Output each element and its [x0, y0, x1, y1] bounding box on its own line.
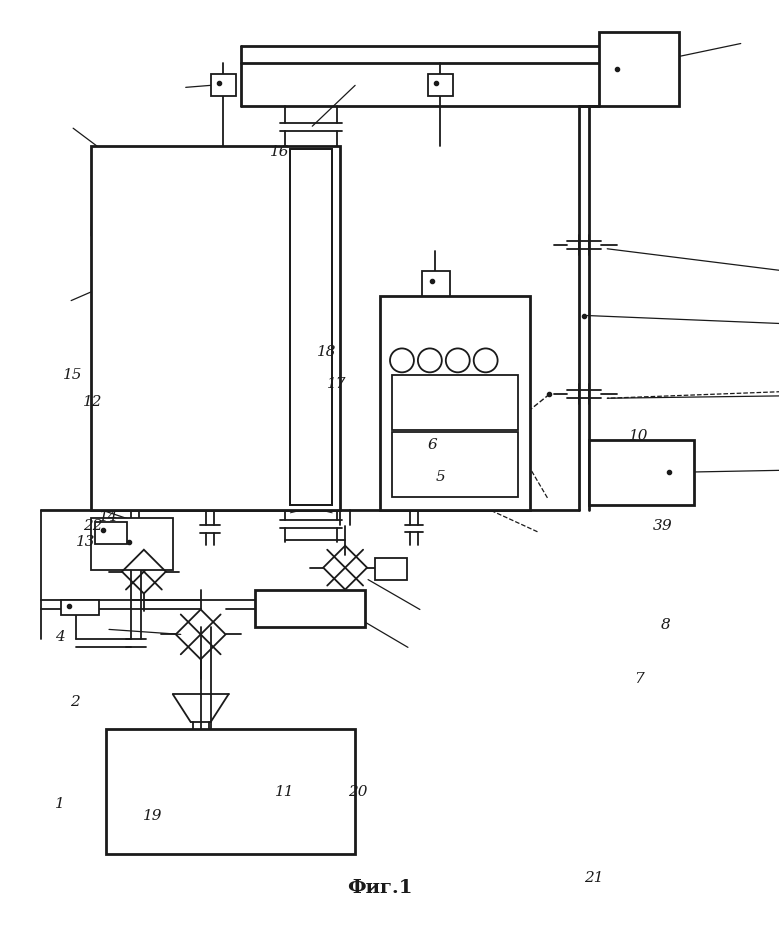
Bar	[290, 149, 332, 505]
Bar	[95, 521, 127, 544]
Text: 11: 11	[275, 785, 295, 799]
Text: 6: 6	[428, 439, 438, 452]
Text: Фиг.1: Фиг.1	[347, 880, 413, 897]
Bar	[290, 149, 332, 505]
Text: 3: 3	[654, 519, 663, 533]
Text: 15: 15	[63, 368, 83, 382]
Text: 12: 12	[83, 396, 103, 410]
Bar	[589, 440, 694, 505]
Bar	[61, 600, 99, 615]
Bar	[392, 432, 518, 497]
Text: 5: 5	[436, 469, 445, 483]
Bar	[428, 74, 452, 96]
Text: 20: 20	[348, 785, 367, 799]
Text: 7: 7	[634, 672, 644, 686]
Text: 4: 4	[55, 630, 65, 644]
Bar	[106, 729, 355, 854]
Bar	[211, 74, 236, 96]
Bar	[380, 296, 530, 510]
Bar	[91, 518, 173, 570]
Bar	[422, 271, 450, 296]
Text: 1: 1	[55, 797, 65, 811]
Text: 8: 8	[661, 618, 671, 632]
Text: 13: 13	[76, 535, 95, 549]
Text: 10: 10	[629, 429, 648, 443]
Bar	[599, 32, 679, 106]
Text: 21: 21	[584, 871, 604, 885]
Text: 14: 14	[99, 509, 119, 523]
Text: 19: 19	[144, 809, 163, 823]
Text: 9: 9	[661, 519, 671, 533]
Text: 18: 18	[317, 345, 336, 359]
Text: 2: 2	[70, 695, 80, 709]
Text: 22: 22	[83, 519, 103, 533]
Bar	[392, 375, 518, 430]
Text: 16: 16	[270, 145, 289, 159]
Bar	[256, 589, 365, 627]
Text: 17: 17	[328, 377, 347, 391]
Bar	[91, 146, 340, 510]
Bar	[375, 558, 407, 580]
